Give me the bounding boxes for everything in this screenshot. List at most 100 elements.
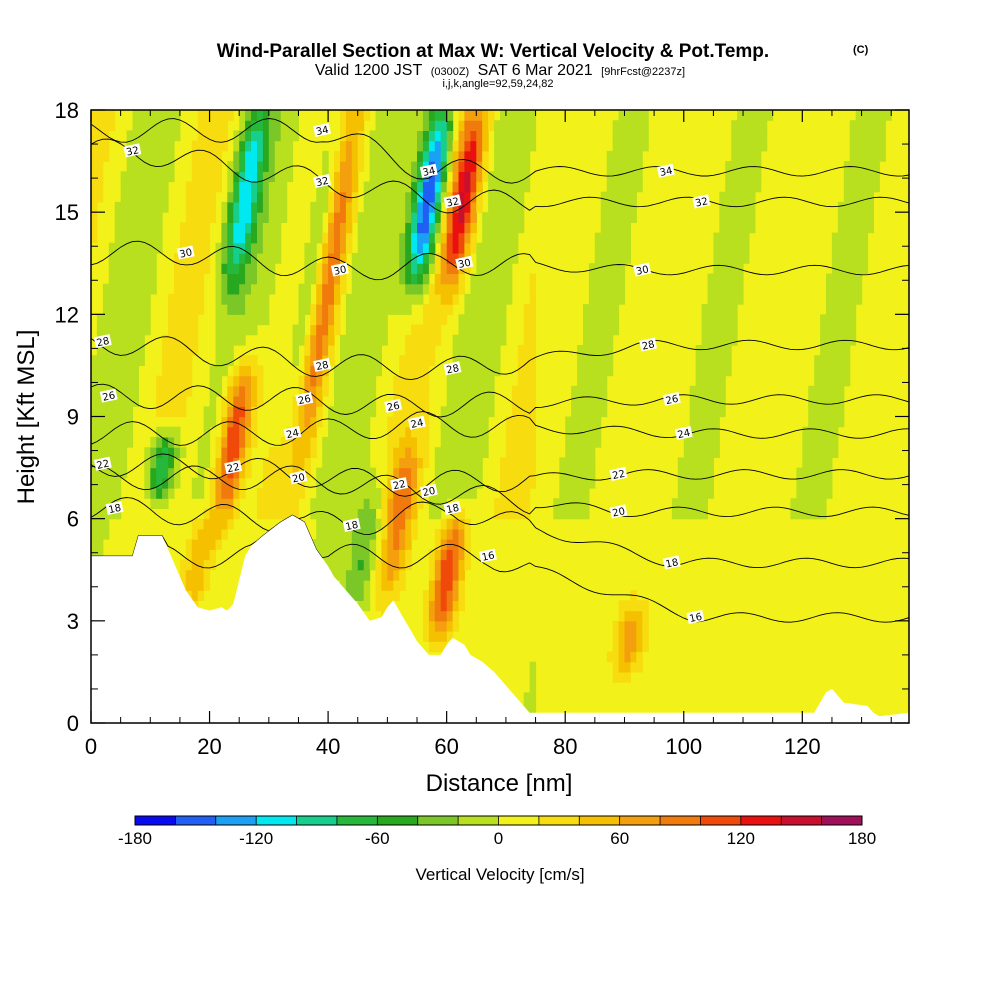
velocity-cell <box>612 283 620 295</box>
velocity-cell <box>796 467 803 479</box>
velocity-cell <box>96 436 104 448</box>
velocity-cell <box>257 212 264 223</box>
velocity-cell <box>345 488 353 499</box>
velocity-cell <box>458 406 465 418</box>
velocity-cell <box>511 467 519 479</box>
velocity-cell <box>351 488 359 499</box>
velocity-cell <box>357 436 365 448</box>
velocity-cell <box>618 181 626 193</box>
velocity-cell <box>209 539 217 550</box>
contour-label-bg <box>105 500 124 516</box>
velocity-cell <box>280 457 288 469</box>
velocity-cell <box>91 191 98 203</box>
velocity-cell <box>375 242 382 254</box>
velocity-cell <box>233 375 240 387</box>
velocity-cell <box>114 426 122 438</box>
velocity-cell <box>464 140 471 152</box>
velocity-cell <box>446 416 454 428</box>
velocity-cell <box>417 253 424 264</box>
velocity-cell <box>310 324 317 336</box>
velocity-cell <box>446 580 454 591</box>
velocity-cell <box>144 253 151 264</box>
velocity-cell <box>488 345 495 356</box>
velocity-cell <box>434 600 442 612</box>
velocity-cell <box>328 416 335 428</box>
velocity-cell <box>369 253 377 264</box>
velocity-cell <box>322 375 329 387</box>
velocity-cell <box>138 263 145 274</box>
velocity-cell <box>340 222 347 234</box>
velocity-cell <box>126 222 134 234</box>
velocity-cell <box>203 263 211 274</box>
velocity-cell <box>345 426 353 438</box>
velocity-cell <box>689 488 697 499</box>
velocity-cell <box>381 283 388 295</box>
velocity-cell <box>197 590 205 601</box>
velocity-cell <box>428 334 436 346</box>
velocity-cell <box>375 181 382 193</box>
velocity-cell <box>369 130 377 142</box>
velocity-cell <box>837 396 845 407</box>
velocity-cell <box>245 406 252 418</box>
velocity-cell <box>262 498 270 509</box>
velocity-cell <box>440 120 448 131</box>
velocity-cell <box>808 508 815 520</box>
velocity-cell <box>156 242 163 254</box>
contour-label-text: 18 <box>345 520 360 533</box>
velocity-cell <box>505 242 513 254</box>
velocity-cell <box>683 508 691 520</box>
velocity-cell <box>843 201 851 213</box>
velocity-cell <box>814 488 821 499</box>
velocity-cell <box>452 273 460 285</box>
velocity-cell <box>428 345 436 356</box>
velocity-cell <box>262 181 270 193</box>
velocity-cell <box>831 426 839 438</box>
velocity-cell <box>245 375 252 387</box>
velocity-cell <box>233 477 240 489</box>
velocity-cell <box>642 641 649 653</box>
velocity-cell <box>731 120 738 131</box>
velocity-cell <box>174 436 181 448</box>
velocity-cell <box>760 110 768 121</box>
velocity-cell <box>114 314 122 326</box>
velocity-cell <box>820 385 827 397</box>
velocity-cell <box>671 498 679 509</box>
velocity-cell <box>565 426 572 438</box>
velocity-cell <box>399 293 406 305</box>
velocity-cell <box>369 140 377 152</box>
velocity-cell <box>529 283 537 295</box>
velocity-cell <box>452 590 460 601</box>
velocity-cell <box>529 426 537 438</box>
velocity-cell <box>523 334 531 346</box>
velocity-cell <box>108 406 116 418</box>
velocity-cell <box>221 232 228 244</box>
velocity-cell <box>719 396 726 407</box>
velocity-cell <box>707 477 714 489</box>
velocity-cell <box>227 293 234 305</box>
velocity-cell <box>227 242 234 254</box>
velocity-cell <box>749 110 756 121</box>
velocity-cell <box>505 488 513 499</box>
velocity-cell <box>434 569 442 581</box>
velocity-cell <box>399 559 406 571</box>
contour-label-bg <box>407 415 426 430</box>
velocity-cell <box>132 110 139 121</box>
velocity-cell <box>630 171 637 183</box>
velocity-cell <box>417 345 424 356</box>
velocity-cell <box>505 436 513 448</box>
velocity-cell <box>814 477 821 489</box>
velocity-cell <box>375 222 382 234</box>
velocity-cell <box>511 488 519 499</box>
velocity-cell <box>191 161 199 172</box>
velocity-cell <box>600 212 608 223</box>
velocity-cell <box>114 508 122 520</box>
velocity-cell <box>316 283 323 295</box>
velocity-cell <box>369 222 377 234</box>
velocity-cell <box>233 222 240 234</box>
velocity-cell <box>251 283 258 295</box>
velocity-cell <box>523 416 531 428</box>
velocity-cell <box>600 406 608 418</box>
velocity-cell <box>162 457 169 469</box>
velocity-cell <box>701 396 708 407</box>
velocity-cell <box>624 212 631 223</box>
